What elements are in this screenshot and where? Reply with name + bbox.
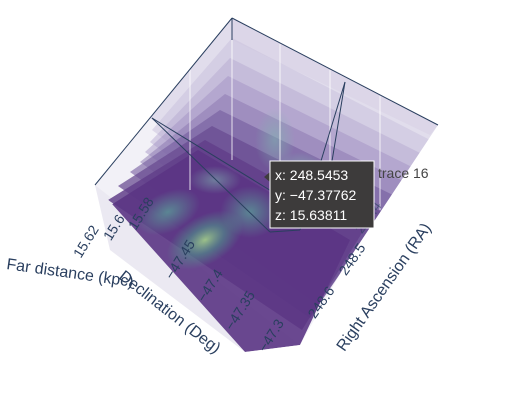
z-tick: 15.62	[70, 222, 102, 260]
hover-x: x: 248.5453	[275, 167, 348, 183]
hover-spikes	[269, 229, 301, 233]
z-axis-title: Far distance (kpc)	[5, 256, 134, 291]
hover-tooltip: x: 248.5453 y: −47.37762 z: 15.63811 tra…	[264, 160, 429, 229]
box-frame	[94, 17, 439, 233]
hover-trace-name: trace 16	[378, 165, 429, 181]
hover-y: y: −47.37762	[275, 187, 357, 203]
hover-z: z: 15.63811	[275, 207, 347, 223]
gridlines	[189, 18, 381, 210]
